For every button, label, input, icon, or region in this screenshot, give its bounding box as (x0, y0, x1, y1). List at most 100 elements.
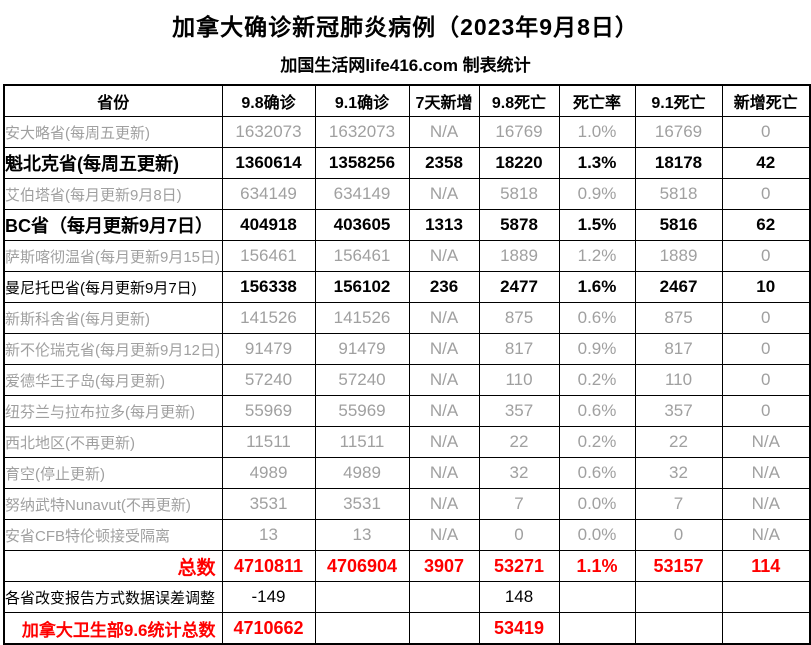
column-header-1: 9.8确诊 (221, 84, 316, 117)
value-cell (314, 612, 410, 645)
value-cell: N/A (408, 395, 480, 427)
value-cell: 110 (478, 364, 560, 396)
province-label: 努纳武特Nunavut(不再更新) (3, 488, 223, 520)
value-cell (558, 581, 636, 613)
value-cell: 403605 (314, 209, 410, 241)
value-cell: 156461 (314, 240, 410, 272)
value-cell: 4710811 (221, 550, 316, 582)
value-cell: N/A (721, 519, 811, 551)
value-cell: 634149 (221, 178, 316, 210)
value-cell: -149 (221, 581, 316, 613)
table-row: 艾伯塔省(每月更新9月8日) 634149 634149 N/A 5818 0.9% 581… (3, 178, 811, 210)
value-cell: 55969 (221, 395, 316, 427)
value-cell: 13 (221, 519, 316, 551)
value-cell: 1.0% (558, 116, 636, 148)
value-cell: 1360614 (221, 147, 316, 179)
province-label: 加拿大卫生部9.6统计总数 (3, 612, 223, 645)
value-cell: 22 (634, 426, 723, 458)
value-cell: 0 (721, 395, 811, 427)
value-cell: 141526 (221, 302, 316, 334)
value-cell: 817 (634, 333, 723, 365)
value-cell (634, 581, 723, 613)
value-cell: 2477 (478, 271, 560, 303)
value-cell: N/A (408, 240, 480, 272)
table-row: 新不伦瑞克省(每月更新9月12日) 91479 91479 N/A 817 0.9% 817… (3, 333, 811, 365)
value-cell: 0.9% (558, 178, 636, 210)
value-cell: N/A (408, 302, 480, 334)
column-header-0: 省份 (3, 84, 223, 117)
province-label: 西北地区(不再更新) (3, 426, 223, 458)
value-cell: 141526 (314, 302, 410, 334)
value-cell: 57240 (314, 364, 410, 396)
table-row: 各省改变报告方式数据误差调整 -149 148 (3, 581, 811, 613)
table-row: 萨斯喀彻温省(每月更新9月15日) 156461 156461 N/A 1889 1.2%… (3, 240, 811, 272)
value-cell: 10 (721, 271, 811, 303)
value-cell: 0.0% (558, 488, 636, 520)
table-row: 新斯科舍省(每月更新) 141526 141526 N/A 875 0.6% 875 0 (3, 302, 811, 334)
value-cell: 634149 (314, 178, 410, 210)
value-cell: 5878 (478, 209, 560, 241)
value-cell: 0.2% (558, 364, 636, 396)
value-cell: 114 (721, 550, 811, 582)
value-cell: 2358 (408, 147, 480, 179)
column-header-2: 9.1确诊 (314, 84, 410, 117)
value-cell: N/A (408, 457, 480, 489)
value-cell: 4989 (314, 457, 410, 489)
covid-stats-table: 省份 9.8确诊 9.1确诊 7天新增 9.8死亡 死亡率 9.1死亡 新增死亡 安大略省(每… (3, 84, 811, 645)
value-cell: 4706904 (314, 550, 410, 582)
column-header-6: 9.1死亡 (634, 84, 723, 117)
value-cell: 1.1% (558, 550, 636, 582)
province-label: 各省改变报告方式数据误差调整 (3, 581, 223, 613)
province-label: 安大略省(每周五更新) (3, 116, 223, 148)
value-cell: 16769 (634, 116, 723, 148)
province-label: 曼尼托巴省(每月更新9月7日) (3, 271, 223, 303)
table-row: 曼尼托巴省(每月更新9月7日) 156338 156102 236 2477 1.6% 24… (3, 271, 811, 303)
value-cell: 357 (478, 395, 560, 427)
value-cell: N/A (408, 364, 480, 396)
value-cell: 42 (721, 147, 811, 179)
table-row: BC省（每月更新9月7日） 404918 403605 1313 5878 1.5% 581… (3, 209, 811, 241)
value-cell: 0.6% (558, 457, 636, 489)
value-cell: 0 (721, 116, 811, 148)
value-cell: 0 (721, 302, 811, 334)
value-cell (408, 612, 480, 645)
value-cell: 5816 (634, 209, 723, 241)
province-label: 新不伦瑞克省(每月更新9月12日) (3, 333, 223, 365)
province-label: 爱德华王子岛(每月更新) (3, 364, 223, 396)
value-cell: 3907 (408, 550, 480, 582)
value-cell: 148 (478, 581, 560, 613)
value-cell: 0.6% (558, 302, 636, 334)
value-cell: 0 (478, 519, 560, 551)
value-cell: 32 (478, 457, 560, 489)
value-cell: 4989 (221, 457, 316, 489)
value-cell: 1632073 (314, 116, 410, 148)
value-cell: 3531 (314, 488, 410, 520)
table-row: 爱德华王子岛(每月更新) 57240 57240 N/A 110 0.2% 110 0 (3, 364, 811, 396)
value-cell: 1.3% (558, 147, 636, 179)
value-cell: 2467 (634, 271, 723, 303)
value-cell: 1889 (478, 240, 560, 272)
table-row: 安大略省(每周五更新) 1632073 1632073 N/A 16769 1.0% 167… (3, 116, 811, 148)
value-cell: 11511 (221, 426, 316, 458)
column-header-5: 死亡率 (558, 84, 636, 117)
value-cell: 1.5% (558, 209, 636, 241)
value-cell: 875 (478, 302, 560, 334)
value-cell: 0 (634, 519, 723, 551)
value-cell: 236 (408, 271, 480, 303)
table-row: 安省CFB特伦顿接受隔离 13 13 N/A 0 0.0% 0 N/A (3, 519, 811, 551)
value-cell: 7 (634, 488, 723, 520)
column-header-4: 9.8死亡 (478, 84, 560, 117)
value-cell: 62 (721, 209, 811, 241)
value-cell (721, 581, 811, 613)
province-label: 萨斯喀彻温省(每月更新9月15日) (3, 240, 223, 272)
value-cell: 22 (478, 426, 560, 458)
value-cell: N/A (408, 426, 480, 458)
value-cell: 875 (634, 302, 723, 334)
table-row: 总数 4710811 4706904 3907 53271 1.1% 53157 114 (3, 550, 811, 582)
value-cell: 32 (634, 457, 723, 489)
value-cell: 53419 (478, 612, 560, 645)
value-cell: 5818 (478, 178, 560, 210)
value-cell: 53157 (634, 550, 723, 582)
value-cell: 0.0% (558, 519, 636, 551)
